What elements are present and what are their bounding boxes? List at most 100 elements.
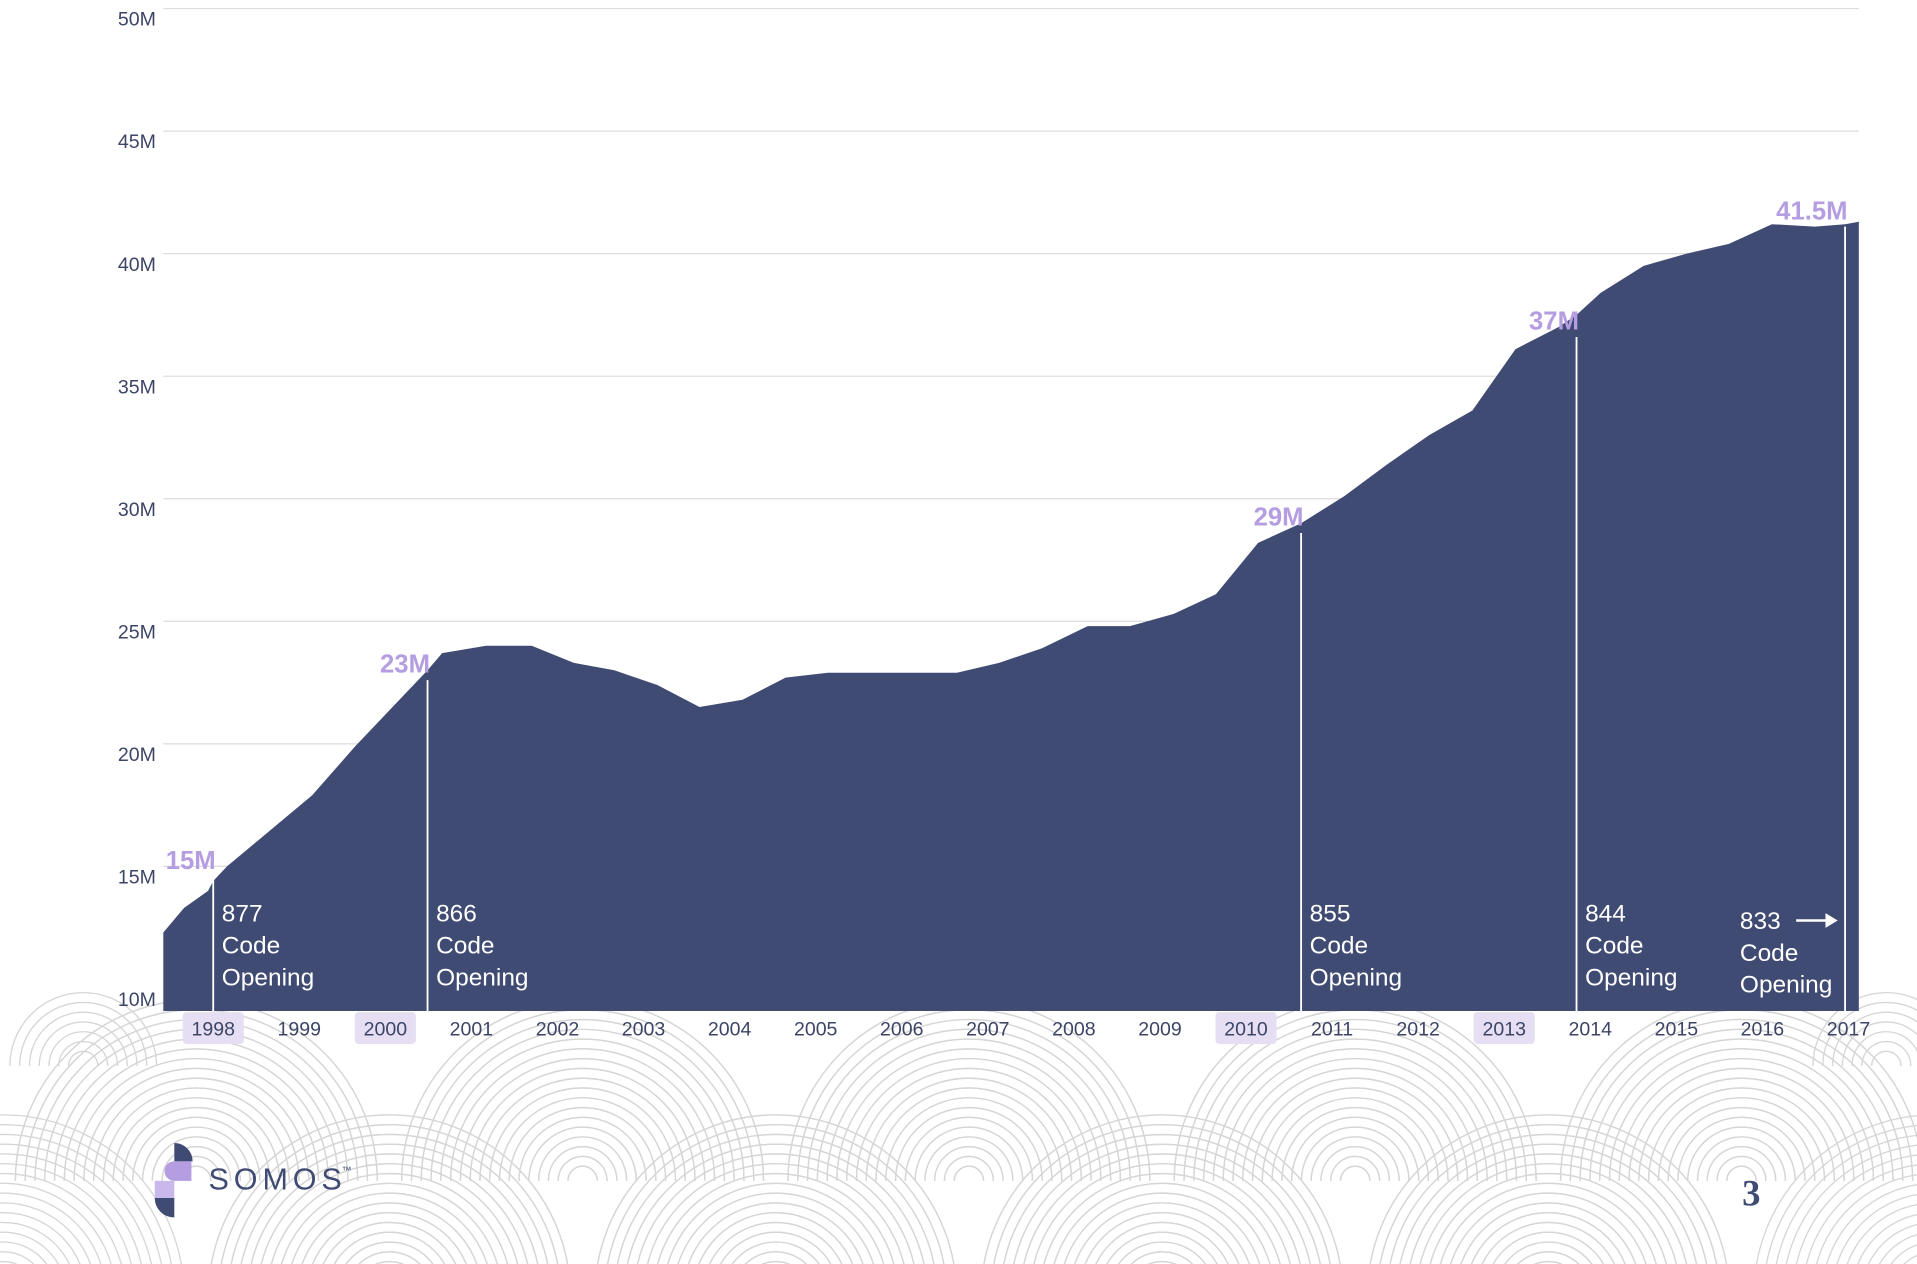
code-note-text: 855Code Opening [1310,898,1408,993]
arc [568,1166,597,1181]
x-tick-label: 2005 [794,1018,838,1040]
arc [1629,1068,1854,1180]
slide: 10M15M20M25M30M35M40M45M50M1998199920002… [0,0,1917,1264]
code-note-text: 844Code Opening [1585,898,1683,993]
arc [336,1242,444,1264]
arc [944,1156,993,1180]
arc [1079,1213,1245,1264]
arc [856,1068,1081,1180]
arc [539,1137,627,1181]
arc [644,1164,908,1264]
arc [568,1166,597,1181]
arc [306,1213,472,1264]
page-number: 3 [1742,1172,1760,1213]
arc [1272,1098,1438,1181]
arc [1590,1029,1893,1181]
arc [529,1127,637,1181]
x-tick-label: 2011 [1311,1018,1353,1040]
arc [1204,1029,1507,1181]
arc [558,1156,607,1180]
code-text: Code Opening [1310,930,1408,994]
y-tick-label: 10M [118,989,156,1011]
x-tick-label: 2016 [1741,1018,1785,1040]
arc [69,1051,98,1066]
arc [1040,1174,1284,1264]
code-text: Code Opening [436,930,534,994]
arc [1590,1029,1893,1181]
x-tick-label: 2010 [1224,1018,1268,1040]
code-note: 855Code Opening [1310,898,1432,998]
arc [1377,1125,1719,1264]
arc [693,1213,859,1264]
arc [45,1029,348,1181]
arc [1426,1174,1670,1264]
plot: 10M15M20M25M30M35M40M45M50M1998199920002… [118,9,1870,1044]
code-text: Code Opening [222,930,320,994]
arc [45,1029,348,1181]
arc [529,1127,637,1181]
x-tick-label: 2003 [622,1018,666,1040]
marker-value-label: 37M [1529,308,1579,336]
marker-value-label: 29M [1254,504,1304,532]
arc [654,1174,898,1264]
code-number: 877 [222,898,320,930]
x-tick-label: 1998 [191,1018,235,1040]
arc [470,1068,695,1180]
arc [306,1213,472,1264]
arc [1272,1098,1438,1181]
arc [1763,1125,1917,1264]
x-tick-label: 2014 [1569,1018,1613,1040]
arc [1872,1051,1901,1066]
arc [915,1127,1023,1181]
logo-text: SOMOS [209,1162,347,1196]
code-note-text: 877Code Opening [222,898,320,993]
y-tick-label: 20M [118,744,156,766]
arc [1881,1242,1917,1264]
arc [1629,1068,1854,1180]
code-number: 855 [1310,898,1408,930]
arc [1030,1164,1294,1264]
arc [39,1022,127,1066]
arc [1301,1127,1409,1181]
arc [1204,1029,1507,1181]
arc [1301,1127,1409,1181]
x-tick-label: 2015 [1655,1018,1699,1040]
y-tick-label: 35M [118,376,156,398]
x-tick-label: 2004 [708,1018,752,1040]
arc [605,1125,947,1264]
arc [1862,1042,1911,1066]
arc [886,1098,1052,1181]
x-tick-label: 2012 [1396,1018,1439,1040]
arc [654,1174,898,1264]
arc [1891,1252,1917,1264]
code-number: 844 [1585,898,1683,930]
trademark: ™ [342,1166,352,1177]
code-note: 877Code Opening [222,898,344,998]
arc [817,1029,1120,1181]
arc [954,1166,983,1181]
y-tick-label: 30M [118,499,156,521]
code-number: 866 [436,898,534,930]
arc [1331,1156,1380,1180]
arc [1311,1137,1399,1181]
arc [558,1156,607,1180]
code-number: 833 [1740,906,1838,938]
arc [817,1029,1120,1181]
arc [1465,1213,1631,1264]
arc [944,1156,993,1180]
arc [1341,1166,1370,1181]
arc [1465,1213,1631,1264]
arc [1426,1174,1670,1264]
code-text: Code Opening [1740,938,1838,1002]
arc [0,1134,165,1264]
arc [1331,1156,1380,1180]
arc [856,1068,1081,1180]
arc [991,1125,1333,1264]
arc [925,1137,1013,1181]
y-tick-label: 50M [118,9,156,31]
area [163,222,1859,1011]
x-tick-label: 2008 [1052,1018,1096,1040]
arc [1243,1068,1468,1180]
marker-value-label: 23M [380,651,430,679]
arc [991,1125,1333,1264]
